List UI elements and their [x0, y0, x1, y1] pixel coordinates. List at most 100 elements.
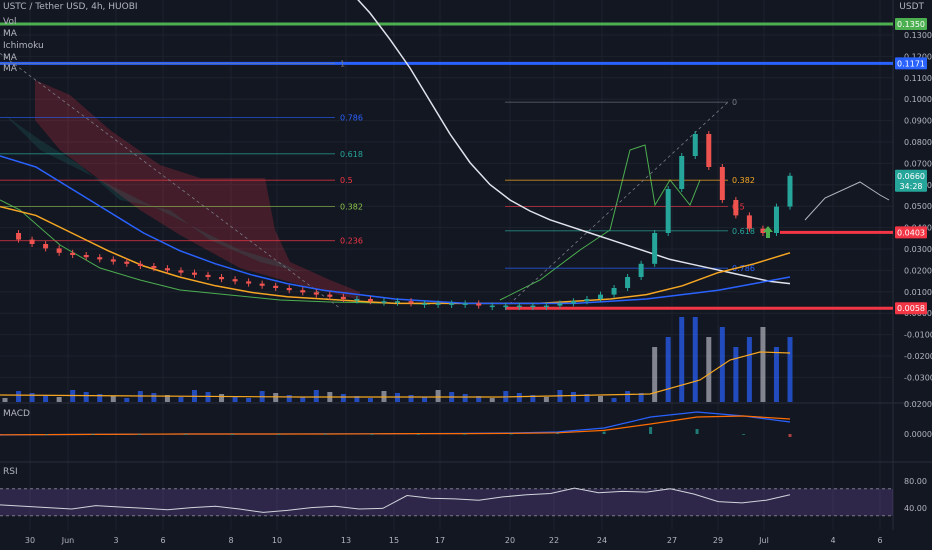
- price-tag-label: 0.0660: [897, 172, 925, 181]
- candle-body: [557, 303, 563, 306]
- macd-histogram-bar: [323, 433, 327, 435]
- price-tag-label: 0.1350: [897, 20, 925, 29]
- fib-left-label: 1: [340, 59, 345, 68]
- indicator-ichimoku[interactable]: Ichimoku: [3, 41, 44, 51]
- candle-body: [679, 156, 685, 189]
- price-tag: [895, 302, 927, 315]
- candle-body: [259, 283, 265, 286]
- candle-body: [178, 270, 184, 273]
- volume-bar: [638, 393, 644, 402]
- rsi-band: [0, 488, 893, 516]
- indicator-vol[interactable]: Vol: [3, 17, 17, 27]
- candle-body: [29, 239, 35, 244]
- macd-tick-label: 0.0000: [904, 430, 932, 439]
- symbol-title: USTC / Tether USD, 4h, HUOBI: [3, 2, 138, 12]
- volume-bar: [489, 398, 495, 402]
- time-tick-label: 20: [505, 536, 515, 545]
- chikou-span: [499, 144, 701, 301]
- macd-histogram-bar: [788, 434, 792, 437]
- fib-right-label: 0.5: [732, 203, 745, 212]
- volume-bar: [706, 337, 712, 402]
- macd-histogram-bar: [602, 431, 606, 434]
- candle-body: [232, 279, 238, 282]
- time-tick-label: 29: [713, 536, 723, 545]
- volume-bar: [29, 393, 35, 402]
- lagging-span: [0, 199, 431, 305]
- candle-body: [300, 290, 306, 293]
- volume-bar: [367, 398, 373, 402]
- time-tick-label: 8: [228, 536, 233, 545]
- indicator-ma-2[interactable]: MA: [3, 53, 17, 63]
- buy-arrow-icon: [763, 226, 773, 238]
- price-tick-label: 0.0200: [904, 266, 932, 275]
- macd-histogram-bar: [649, 427, 653, 434]
- volume-bar: [692, 317, 698, 402]
- candle-body: [395, 301, 400, 303]
- fib-left-label: 0.5: [340, 176, 353, 185]
- volume-bar: [773, 347, 779, 402]
- volume-bar: [760, 327, 766, 402]
- candle-body: [367, 299, 373, 302]
- rsi-pane: [0, 487, 893, 517]
- candle-body: [530, 305, 536, 308]
- candle-body: [151, 266, 157, 269]
- indicator-ma-3[interactable]: MA: [3, 64, 17, 74]
- candle-body: [543, 305, 549, 308]
- candle-body: [638, 263, 644, 277]
- fibonacci-levels[interactable]: 1 0.786 0.618 0.5 0.382 0.236 0 0.382 0.5 0.618 0.…: [0, 53, 755, 309]
- candle-body: [381, 301, 387, 303]
- candle-body: [733, 200, 739, 216]
- volume-bars: [0, 317, 793, 402]
- price-tick-label: 0.0300: [904, 245, 932, 254]
- macd-histogram-bar: [416, 434, 420, 435]
- price-tick-label: 0.0800: [904, 138, 932, 147]
- candle-body: [124, 261, 130, 264]
- fib-left-trend-line: [0, 53, 341, 309]
- volume-bar: [598, 396, 604, 402]
- volume-bar: [164, 395, 170, 402]
- volume-bar: [97, 394, 103, 402]
- candle-body: [489, 305, 495, 308]
- price-tag-label: 0.0403: [897, 228, 925, 237]
- macd-histogram-bar: [91, 434, 95, 435]
- candle-body: [706, 134, 712, 167]
- signal-line: [0, 415, 791, 436]
- macd-histogram-bar: [742, 434, 746, 435]
- time-tick-label: Jul: [758, 536, 769, 545]
- macd-label[interactable]: MACD: [3, 409, 30, 419]
- price-tick-label: -0.0300: [904, 373, 932, 382]
- candle-body: [692, 134, 698, 156]
- forward-span: [804, 181, 890, 221]
- candle-body: [746, 215, 752, 229]
- time-tick-label: 6: [160, 536, 165, 545]
- candle-body: [43, 244, 49, 249]
- fib-right-label: 0: [732, 98, 737, 107]
- volume-bar: [652, 347, 658, 402]
- candlesticks: [16, 131, 793, 311]
- candle-body: [719, 167, 725, 200]
- volume-bar: [43, 395, 49, 402]
- time-tick-label: Jun: [61, 536, 75, 545]
- indicator-ma[interactable]: MA: [3, 29, 17, 39]
- price-tick-label: -0.0100: [904, 331, 932, 340]
- volume-bar: [584, 394, 590, 402]
- candle-body: [286, 288, 292, 291]
- volume-bar: [665, 337, 671, 402]
- price-tick-label: 0.0100: [904, 288, 932, 297]
- price-axis[interactable]: 0.1300 0.1200 0.1100 0.1000 0.0900 0.0800 0.07…: [895, 18, 932, 513]
- time-tick-label: 22: [549, 536, 559, 545]
- price-tick-label: 0.0900: [904, 117, 932, 126]
- candle-body: [137, 263, 143, 266]
- fib-left-label: 0.786: [340, 114, 363, 123]
- time-tick-label: 17: [435, 536, 445, 545]
- rsi-label[interactable]: RSI: [3, 467, 18, 477]
- time-tick-label: 4: [830, 536, 835, 545]
- time-axis[interactable]: 30 Jun 3 6 8 10 13 15 17 20 22 24 27 29 Jul 4 6: [25, 536, 883, 545]
- candle-body: [760, 228, 766, 233]
- price-tick-label: 0.1100: [904, 74, 932, 83]
- candle-body: [313, 292, 319, 295]
- volume-bar: [679, 317, 685, 402]
- candle-body: [354, 299, 360, 301]
- candle-body: [503, 305, 509, 308]
